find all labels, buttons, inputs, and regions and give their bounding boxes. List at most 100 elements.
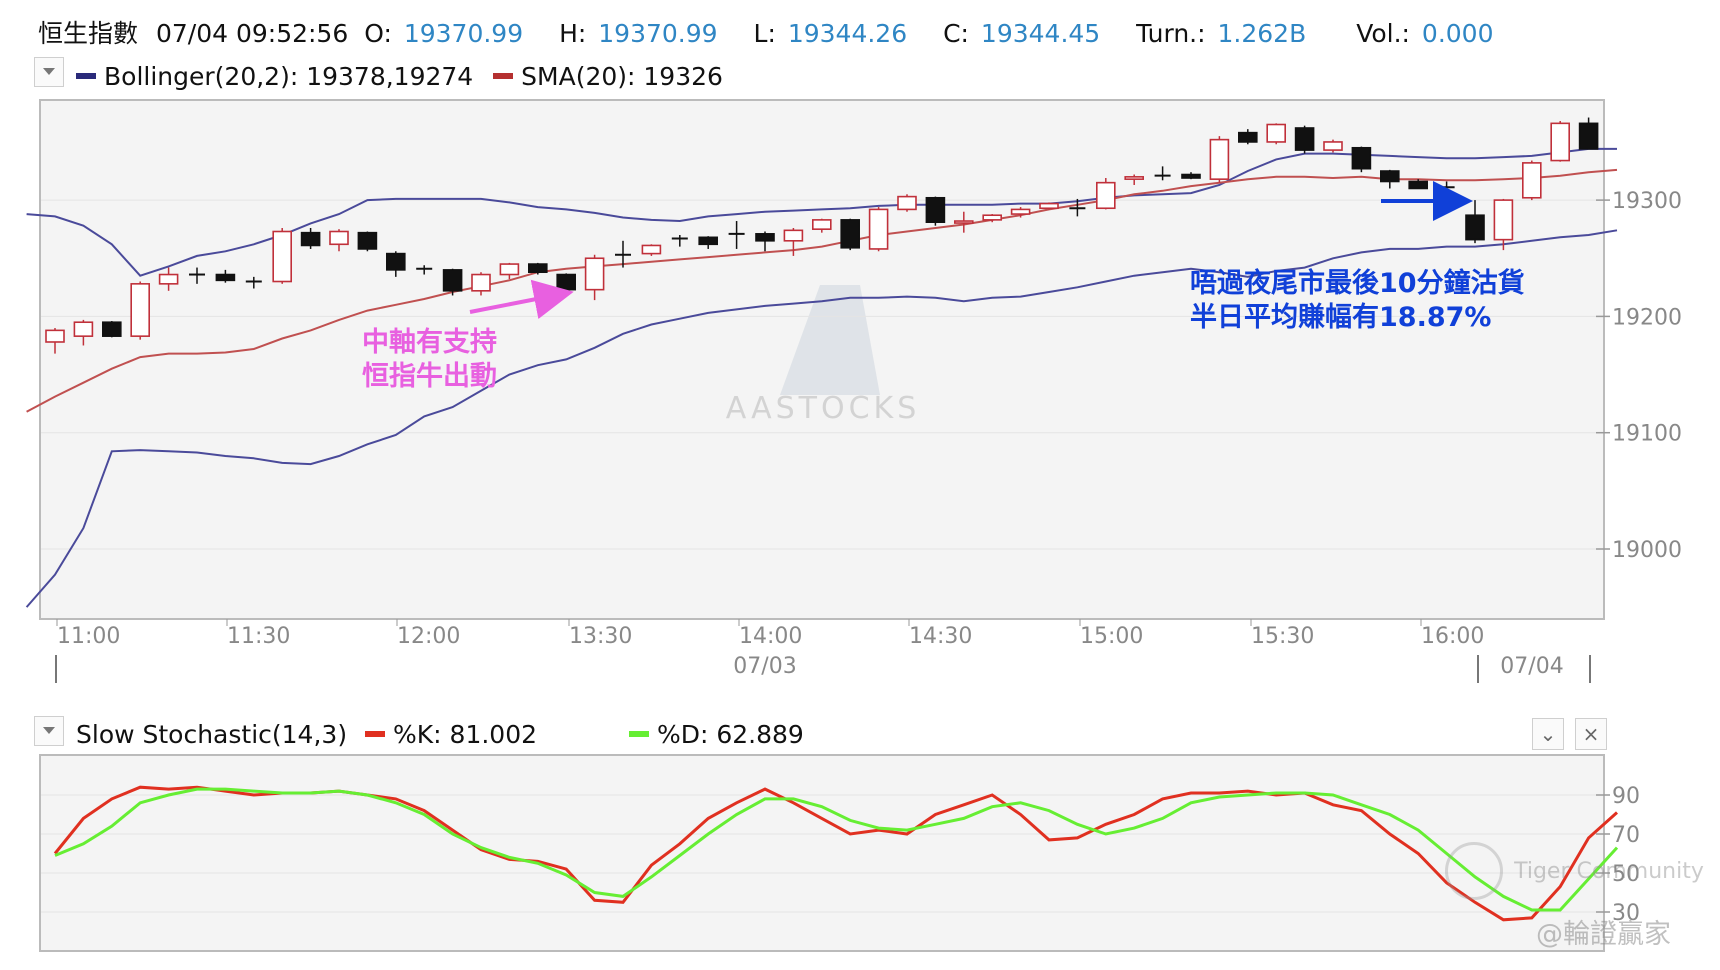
- candle-body: [73, 321, 94, 337]
- candle-body: [442, 269, 463, 292]
- candle-body: [840, 219, 861, 249]
- candle-body: [527, 263, 548, 274]
- candle-body: [357, 231, 378, 250]
- collapse-panel-button[interactable]: ⌄: [1532, 718, 1564, 750]
- tiger-watermark: Tiger Community: [1445, 842, 1704, 900]
- candle-body: [300, 231, 321, 247]
- main-legend: Bollinger(20,2): 19378,19274 SMA(20): 19…: [76, 62, 723, 91]
- author-watermark: @輪證贏家: [1536, 919, 1671, 950]
- high-value: 19370.99: [598, 19, 718, 48]
- stoch-legend: Slow Stochastic(14,3) %K: 81.002 %D: 62.…: [76, 720, 804, 749]
- turnover-label: Turn.:: [1136, 19, 1206, 48]
- quote-header: 恒生指數 07/04 09:52:56 O: 19370.99 H: 19370…: [38, 14, 1494, 50]
- k-legend-text: %K: 81.002: [393, 720, 538, 749]
- candle-body: [1351, 146, 1372, 170]
- stoch-chart-frame: [39, 754, 1605, 952]
- annotation-right-line2: 半日平均賺幅有18.87%: [1190, 302, 1492, 333]
- sma-legend-text: SMA(20): 19326: [521, 62, 723, 91]
- candle-body: [158, 273, 179, 285]
- candle-body: [783, 229, 804, 242]
- k-swatch: [365, 731, 386, 737]
- annotation-right-line1: 唔過夜尾市最後10分鐘沽貨: [1190, 268, 1525, 299]
- x-tick-label: 14:30: [909, 624, 972, 649]
- candle-body: [499, 263, 520, 276]
- candle-body: [1010, 208, 1031, 215]
- candle-body: [1181, 173, 1201, 179]
- annotation-left-line1: 中軸有支持: [362, 327, 497, 358]
- annotation-left: 中軸有支持 恒指牛出動: [362, 326, 497, 394]
- tiger-watermark-text: Tiger Community: [1514, 858, 1704, 884]
- stoch-d-line: [54, 787, 1619, 912]
- x-tick-label: 16:00: [1421, 624, 1484, 649]
- candle-body: [1493, 199, 1514, 241]
- volume-label: Vol.:: [1356, 19, 1410, 48]
- candle-body: [1039, 202, 1059, 210]
- candle-body: [1096, 181, 1116, 210]
- candle-body: [1209, 138, 1230, 180]
- close-label: C:: [943, 19, 969, 48]
- aastocks-logo-icon: [780, 285, 880, 395]
- main-chart-dropdown[interactable]: [34, 57, 64, 87]
- sma-line: [26, 168, 1618, 413]
- date-label: 07/04: [1500, 654, 1563, 679]
- candle-body: [1323, 141, 1343, 151]
- candle-body: [1124, 176, 1144, 180]
- candle-body: [897, 195, 917, 211]
- main-y-tick-label: 19300: [1612, 189, 1682, 214]
- open-label: O:: [364, 19, 392, 48]
- stoch-title: Slow Stochastic(14,3): [76, 720, 348, 749]
- candle-body: [698, 236, 719, 246]
- annotation-left-line2: 恒指牛出動: [362, 361, 497, 392]
- main-chart-frame: [39, 99, 1605, 620]
- candle-body: [755, 233, 775, 242]
- candle-body: [641, 244, 662, 255]
- x-tick-label: 15:30: [1251, 624, 1314, 649]
- candle-body: [556, 273, 577, 291]
- x-tick-label: 12:00: [397, 624, 460, 649]
- x-tick-label: 14:00: [739, 624, 802, 649]
- candle-body: [1238, 131, 1258, 143]
- annotation-left-arrow-icon: [469, 279, 574, 320]
- close-panel-button[interactable]: ×: [1575, 718, 1607, 750]
- candle-body: [982, 214, 1003, 221]
- candle-body: [1550, 122, 1570, 162]
- candle-body: [1465, 214, 1485, 241]
- stoch-y-tick-label: 30: [1612, 901, 1640, 926]
- high-label: H:: [559, 19, 587, 48]
- candle-body: [130, 283, 150, 337]
- x-tick-label: 11:30: [227, 624, 290, 649]
- annotation-right: 唔過夜尾市最後10分鐘沽貨 半日平均賺幅有18.87%: [1190, 267, 1525, 335]
- main-y-tick-label: 19100: [1612, 422, 1682, 447]
- quote-datetime: 07/04 09:52:56: [155, 19, 349, 48]
- candle-body: [1578, 122, 1599, 150]
- candle-body: [1522, 162, 1542, 199]
- candle-body: [1408, 180, 1428, 190]
- d-swatch: [628, 731, 649, 737]
- x-tick-label: 13:30: [569, 624, 632, 649]
- stoch-y-tick-label: 90: [1612, 784, 1640, 809]
- candle-body: [272, 230, 293, 283]
- main-y-tick-label: 19000: [1612, 538, 1682, 563]
- symbol-name: 恒生指數: [38, 19, 139, 48]
- sma-swatch: [493, 73, 514, 79]
- candle-body: [385, 252, 406, 271]
- candle-body: [102, 321, 122, 337]
- x-tick-label: 15:00: [1080, 624, 1143, 649]
- x-tick-label: 11:00: [57, 624, 120, 649]
- bollinger-legend-text: Bollinger(20,2): 19378,19274: [104, 62, 474, 91]
- date-label: 07/03: [733, 654, 796, 679]
- open-value: 19370.99: [403, 19, 524, 48]
- candle-body: [1266, 123, 1286, 143]
- candle-body: [953, 220, 974, 224]
- candle-body: [45, 329, 65, 343]
- main-y-tick-label: 19200: [1612, 305, 1682, 330]
- volume-value: 0.000: [1421, 19, 1494, 48]
- stoch-chart-dropdown[interactable]: [34, 716, 64, 746]
- d-legend-text: %D: 62.889: [656, 720, 804, 749]
- bollinger-band-line-lower: [25, 229, 1618, 608]
- candle-body: [811, 219, 832, 230]
- candle-body: [215, 273, 236, 282]
- bollinger-swatch: [76, 73, 96, 79]
